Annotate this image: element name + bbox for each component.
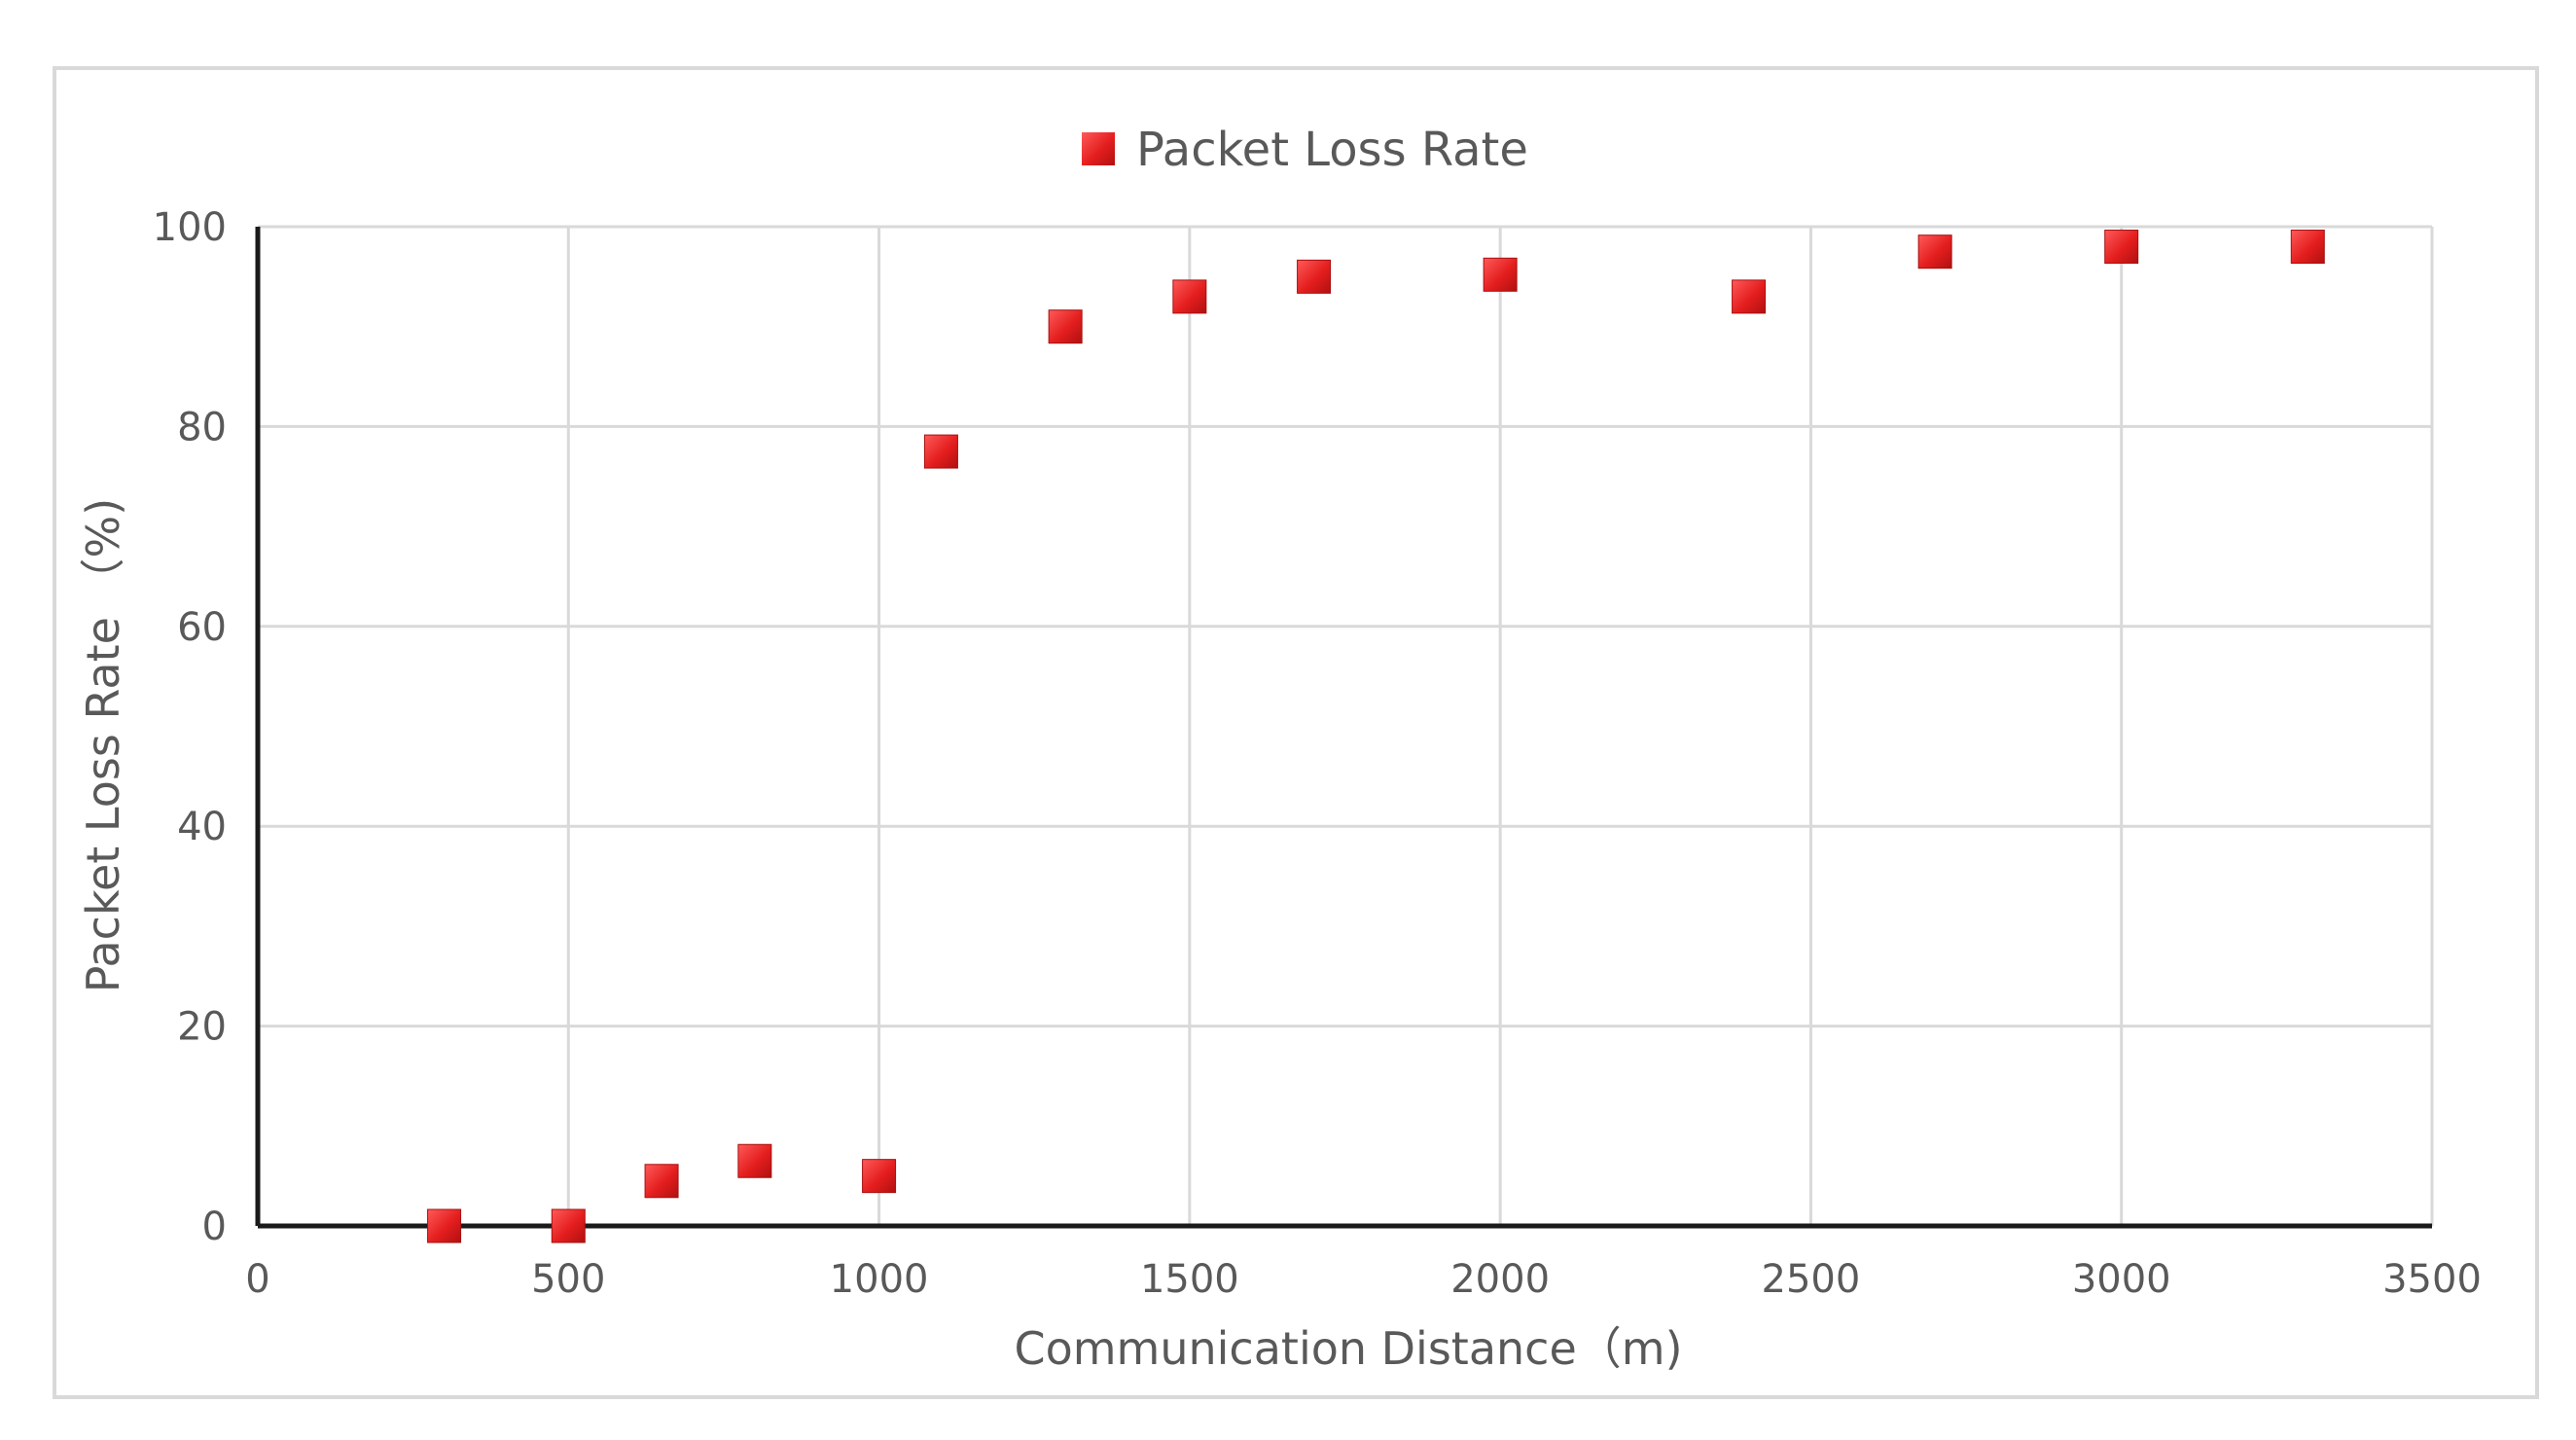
chart-frame [53,66,2539,1399]
gridlines [258,225,2434,1226]
data-point [1297,259,1332,294]
data-point [1048,309,1083,344]
axes [255,227,2432,1229]
data-point [1732,279,1767,314]
legend: Packet Loss Rate [1082,123,1528,177]
x-tick-label: 3000 [2072,1257,2171,1302]
data-point [737,1143,772,1178]
x-tick-label: 2500 [1762,1257,1861,1302]
y-tick-label: 20 [177,1005,227,1050]
data-point [1917,234,1952,270]
data-point [1483,257,1518,292]
data-point [427,1208,462,1243]
data-point [862,1159,897,1194]
y-tick-label: 40 [177,805,227,849]
x-tick-label: 3500 [2382,1257,2482,1302]
x-tick-label: 0 [245,1257,269,1302]
data-point [551,1208,586,1243]
data-point [644,1164,679,1199]
data-point [2104,230,2139,265]
x-tick-label: 500 [531,1257,605,1302]
data-point [1172,279,1207,314]
data-point [923,434,958,469]
y-tick-label: 60 [177,605,227,650]
y-tick-label: 0 [202,1205,227,1249]
x-tick-label: 2000 [1450,1257,1550,1302]
y-axis-title: Packet Loss Rate （%) [77,498,129,992]
legend-marker [1082,132,1115,165]
data-points [427,230,2325,1243]
y-tick-label: 100 [153,205,227,250]
data-point [2290,230,2325,265]
x-tick-label: 1500 [1140,1257,1239,1302]
legend-label: Packet Loss Rate [1136,123,1528,177]
y-tick-label: 80 [177,405,227,450]
x-tick-label: 1000 [830,1257,929,1302]
x-axis-title: Communication Distance（m) [1014,1322,1682,1375]
